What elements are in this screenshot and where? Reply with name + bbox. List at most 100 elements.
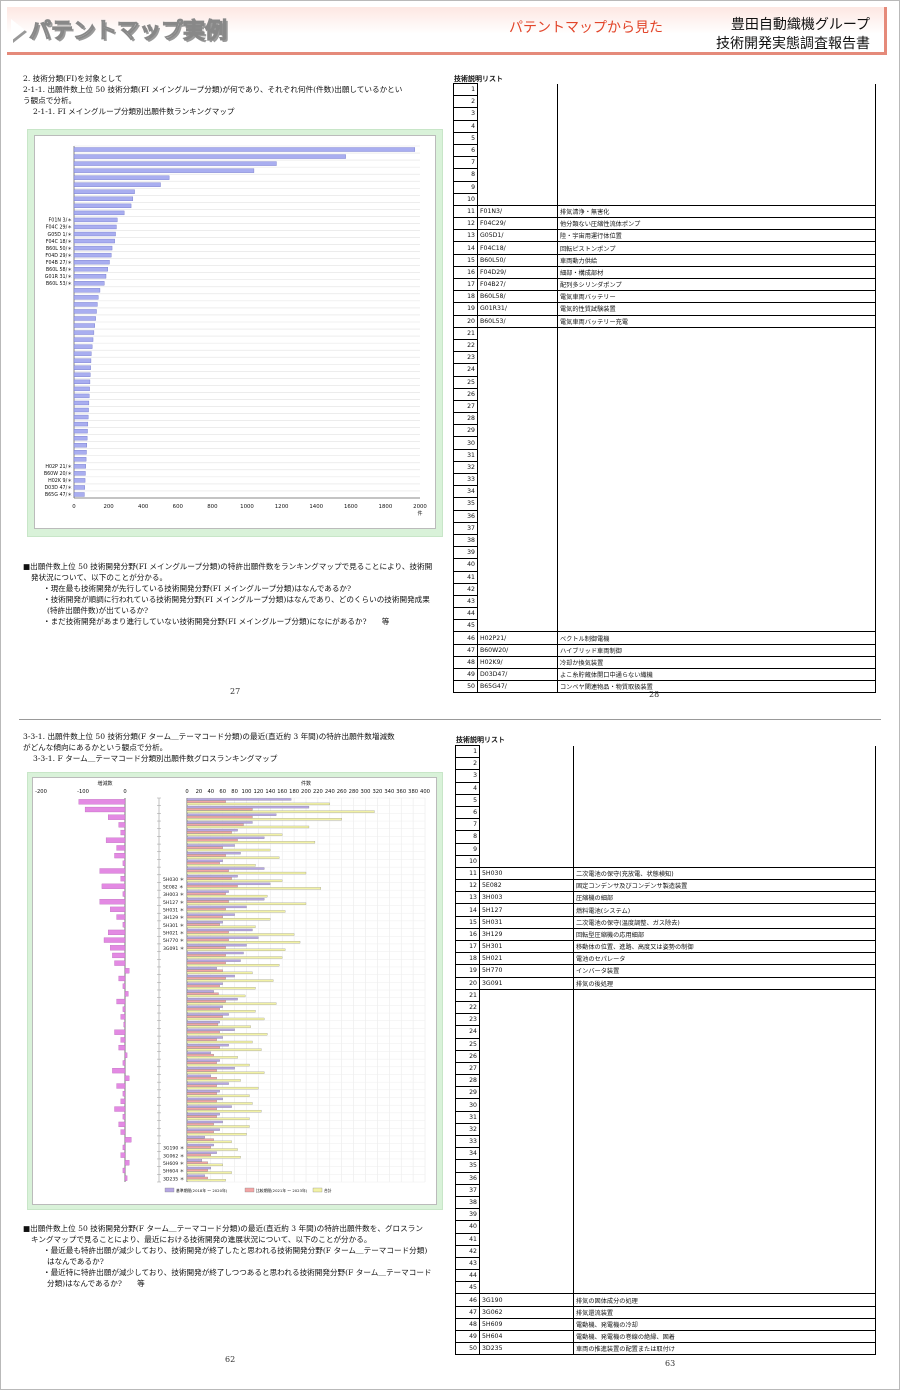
row-number: 44 (455, 1269, 480, 1283)
table-row: 27 (455, 1061, 876, 1076)
tech-code: G01R31/ (480, 305, 507, 313)
chart1-category-label: H02P 21/＊ (45, 464, 72, 470)
row-number: 5 (453, 131, 478, 145)
row-number: 3 (455, 769, 480, 783)
chart2-total-bar (186, 1163, 223, 1167)
tech-code-cell: 3G091 (479, 976, 574, 990)
tech-desc: 排気の固体成分の処理 (576, 1297, 638, 1305)
chart2-left-tick-label: 0 (123, 789, 126, 795)
row-number: 23 (453, 351, 478, 365)
tech-desc-cell (557, 619, 876, 632)
chart2-change-bar (110, 945, 126, 951)
chart1-tick-label: 400 (138, 504, 149, 510)
chart2-compare-bar (186, 831, 232, 834)
tech-desc-cell (557, 156, 876, 169)
table-row: 27 (453, 399, 876, 414)
tech-code-cell (479, 1098, 574, 1112)
chart1-bar (73, 464, 86, 469)
chart2-change-bar (124, 968, 130, 974)
tech-code: F04C18/ (480, 244, 506, 252)
chart2-compare-bar (186, 900, 229, 903)
chart2-compare-bar (186, 1123, 214, 1126)
tech-code-cell (477, 619, 558, 632)
tech-code-cell (477, 351, 558, 364)
chart2-legend-label: 比較期間(2021年 〜 2023年) (256, 1188, 308, 1193)
table-row: 6 (453, 143, 876, 158)
chart2-legend-swatch (244, 1187, 255, 1193)
tech-desc: 排気清浄・無害化 (560, 208, 610, 216)
tech-code-cell: B65G47/ (477, 680, 558, 694)
chart1-bar (73, 182, 161, 187)
chart2-change-bar (78, 799, 126, 805)
row-number: 22 (453, 338, 478, 353)
tech-code-cell: 5H301 (479, 939, 574, 954)
chart1-bar (73, 238, 115, 244)
row-number: 38 (453, 533, 478, 548)
table-row: 8 (455, 830, 876, 844)
chart2-right-tick-label: 60 (219, 789, 226, 795)
row-number: 43 (455, 1256, 480, 1271)
chart2-right-tick-label: 120 (253, 789, 263, 795)
row-number: 25 (453, 375, 478, 389)
tech-code-cell (477, 583, 558, 596)
tech-desc-cell (573, 855, 876, 868)
row-number: 37 (453, 521, 478, 535)
table-row: 21 (453, 326, 876, 340)
blank-rule (643, 631, 875, 632)
row-number: 50 (453, 680, 478, 694)
row-number: 23 (455, 1013, 480, 1027)
page-number: 62 (225, 1355, 236, 1364)
chart2-left-tick-label: -100 (77, 789, 89, 795)
row-number: 10 (453, 192, 478, 206)
table-row: 14 F04C18/回転ピストンポンプ (453, 241, 876, 255)
chart2-base-bar (186, 844, 235, 847)
tech-desc-cell (573, 1098, 876, 1112)
tech-code-cell (477, 595, 558, 608)
chart2-category-label: 5H604 ＊ (163, 1169, 184, 1175)
chart2-total-bar (186, 818, 342, 821)
table-row: 11 5H030 二次電池の保守(充放電、状態検知) (455, 866, 876, 881)
tech-code-cell (479, 1135, 574, 1148)
chart1-tick-label: 0 (72, 504, 76, 510)
row-number: 3 (453, 107, 478, 121)
tech-code-cell (479, 1245, 574, 1258)
chart2-change-bar (122, 860, 126, 866)
tech-code: 3D235 (482, 1345, 503, 1353)
chart1-bar (73, 161, 277, 166)
tech-desc-cell: 車両動力供給 (557, 253, 876, 267)
tech-desc-cell (573, 1074, 876, 1087)
chart1-category-label: G05D 1/＊ (47, 232, 72, 238)
chart2-compare-bar (186, 954, 226, 957)
row-number: 9 (453, 180, 478, 194)
tech-desc-cell (557, 168, 876, 181)
row-number: 29 (455, 1086, 480, 1100)
row-number: 35 (453, 497, 478, 511)
tech-desc: 移動体の位置、進路、高度又は姿勢の制御 (576, 944, 694, 952)
chart2-change-bar (108, 814, 126, 820)
row-number: 48 (453, 655, 478, 670)
tech-code-cell: B60L53/ (477, 314, 558, 328)
row-number: 7 (455, 818, 480, 832)
chart2-total-bar (186, 910, 286, 913)
tech-code-cell (479, 855, 574, 868)
tech-code-cell: F04C18/ (477, 241, 558, 255)
chart2-total-bar (186, 925, 256, 928)
chart-caption: 2-1-1. FI メイングループ分類別出願件数ランキングマップ (33, 107, 235, 116)
tech-desc-cell (573, 794, 876, 807)
blank-rule (527, 631, 557, 632)
tech-code-cell (477, 436, 558, 450)
row-number: 1 (455, 744, 480, 759)
table-row: 16 F04D29/細部・構成部材 (453, 265, 876, 280)
tech-desc-cell: 他分類ない圧縮性流体ポンプ (557, 217, 876, 231)
tech-desc: 電気車両バッテリー (560, 294, 616, 302)
chart2-total-bar (186, 994, 246, 998)
table-row: 37 (453, 521, 876, 535)
chart2-base-bar (186, 1082, 229, 1085)
tech-code-cell (477, 412, 558, 425)
chart2-total-bar (186, 1002, 277, 1005)
tech-code: F04B27/ (480, 281, 506, 289)
chart2-compare-bar (186, 1077, 217, 1080)
tech-desc-cell (557, 95, 876, 108)
chart2-base-bar (186, 828, 238, 832)
